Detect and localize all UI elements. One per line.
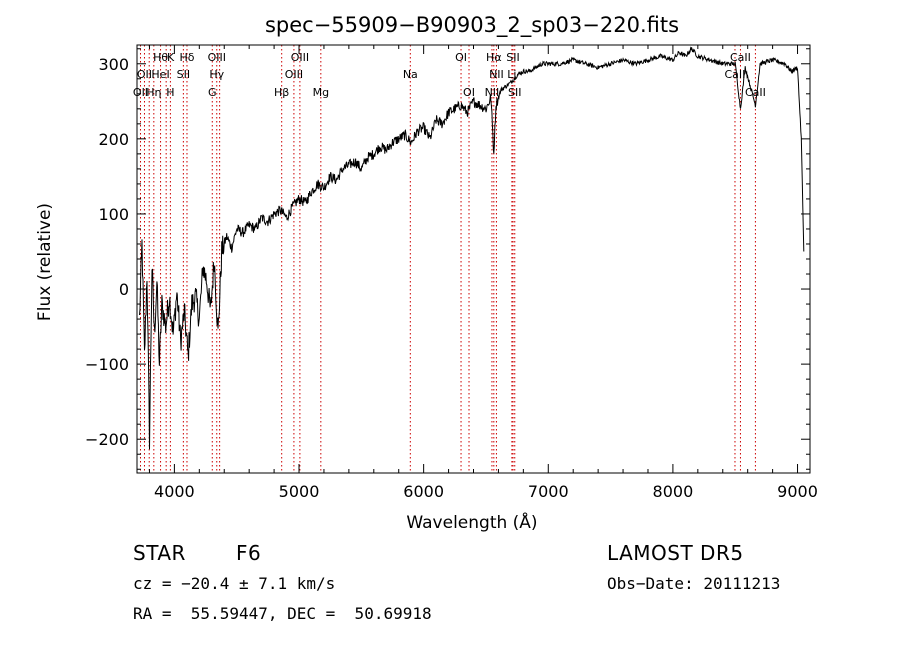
line-annotation: CaII	[725, 68, 746, 81]
line-annotation: SII	[508, 86, 521, 99]
y-tick-label: −200	[85, 430, 129, 449]
chart-title: spec−55909−B90903_2_sp03−220.fits	[265, 13, 679, 38]
obs-date: Obs−Date: 20111213	[607, 574, 781, 593]
line-annotations: HθK Hδ OIII OIII OI Hα SII CaII OII HeI SII Hγ OIII N…	[133, 51, 766, 99]
redshift-readout: cz = −20.4 ± 7.1 km/s	[133, 574, 336, 593]
x-axis: 4000 5000 6000 7000 8000 9000	[148, 45, 818, 501]
x-axis-label: Wavelength (Å)	[406, 511, 537, 533]
line-annotation: HeI	[151, 68, 169, 81]
line-annotation: CaII	[745, 86, 766, 99]
line-annotation: Hδ	[179, 51, 194, 64]
line-annotation: OI	[463, 86, 475, 99]
line-annotation: Hα	[486, 51, 502, 64]
line-annotation: OI	[455, 51, 467, 64]
y-axis: −200 −100 0 100 200 300	[85, 48, 810, 470]
y-tick-label: 200	[98, 130, 129, 149]
line-annotation: SII	[506, 51, 519, 64]
line-annotation: OIII	[291, 51, 309, 64]
x-tick-label: 6000	[403, 482, 444, 501]
line-annotation: G	[208, 86, 217, 99]
y-tick-label: 100	[98, 205, 129, 224]
line-annotation: SII	[177, 68, 190, 81]
line-annotation: Hβ	[274, 86, 289, 99]
line-annotation: NII	[485, 86, 500, 99]
line-annotation: Na	[403, 68, 418, 81]
line-annotation: Mg	[313, 86, 329, 99]
line-annotation: NII	[489, 68, 504, 81]
series-group	[139, 46, 805, 450]
survey-label: LAMOST DR5	[607, 541, 744, 565]
line-annotation: OIII	[285, 68, 303, 81]
x-tick-label: 4000	[154, 482, 195, 501]
y-tick-label: −100	[85, 355, 129, 374]
y-tick-label: 0	[119, 280, 129, 299]
line-annotation: Hθ	[153, 51, 168, 64]
emission-line-markers	[139, 45, 756, 473]
x-tick-label: 9000	[777, 482, 818, 501]
y-axis-label: Flux (relative)	[35, 203, 55, 321]
line-annotation: OII	[133, 86, 148, 99]
x-tick-label: 7000	[528, 482, 569, 501]
line-annotation: Hη	[146, 86, 161, 99]
line-annotation: OIII	[208, 51, 226, 64]
line-annotation: CaII	[730, 51, 751, 64]
line-annotation: Hγ	[209, 68, 224, 81]
line-annotation: Li	[507, 68, 516, 81]
y-tick-label: 300	[98, 55, 129, 74]
x-tick-label: 5000	[279, 482, 320, 501]
spectrum-line	[139, 46, 805, 450]
plot-frame	[136, 44, 811, 474]
coordinates: RA = 55.59447, DEC = 50.69918	[133, 604, 432, 623]
object-subclass: F6	[236, 541, 262, 565]
line-annotation: OII	[137, 68, 152, 81]
object-class: STAR	[133, 541, 186, 565]
x-tick-label: 8000	[653, 482, 694, 501]
line-annotation: K	[167, 51, 175, 64]
line-annotation: H	[166, 86, 174, 99]
